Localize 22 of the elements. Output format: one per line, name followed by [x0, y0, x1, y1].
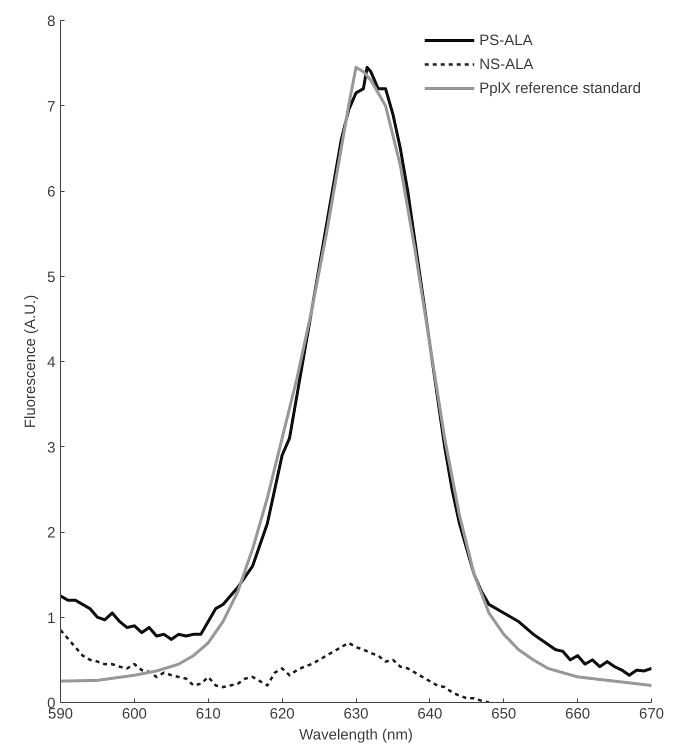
legend-label: NS-ALA	[479, 56, 534, 72]
x-tick-label: 670	[638, 706, 664, 722]
line-series	[60, 628, 490, 702]
y-tick-label: 8	[47, 13, 56, 30]
y-tick-label: 5	[47, 268, 56, 286]
x-tick-label: 610	[196, 706, 221, 722]
y-tick-label: 1	[47, 610, 56, 627]
x-tick-label: 630	[343, 706, 369, 722]
x-axis-title: Wavelength (nm)	[299, 726, 413, 744]
x-tick-label: 660	[565, 706, 590, 722]
y-tick-label: 3	[47, 439, 56, 456]
y-tick-label: 4	[47, 354, 56, 371]
x-tick-label: 600	[122, 706, 147, 722]
y-tick-label: 2	[47, 524, 56, 542]
legend-label: PS-ALA	[479, 32, 533, 48]
x-tick-label: 620	[270, 706, 295, 722]
y-tick-label: 6	[47, 184, 56, 200]
x-tick-label: 640	[417, 706, 442, 722]
y-tick-label: 7	[47, 98, 56, 116]
y-axis-title: Fluorescence (A.U.)	[22, 294, 40, 428]
x-tick-label: 650	[491, 706, 516, 722]
legend-label: PplX reference standard	[479, 80, 641, 96]
